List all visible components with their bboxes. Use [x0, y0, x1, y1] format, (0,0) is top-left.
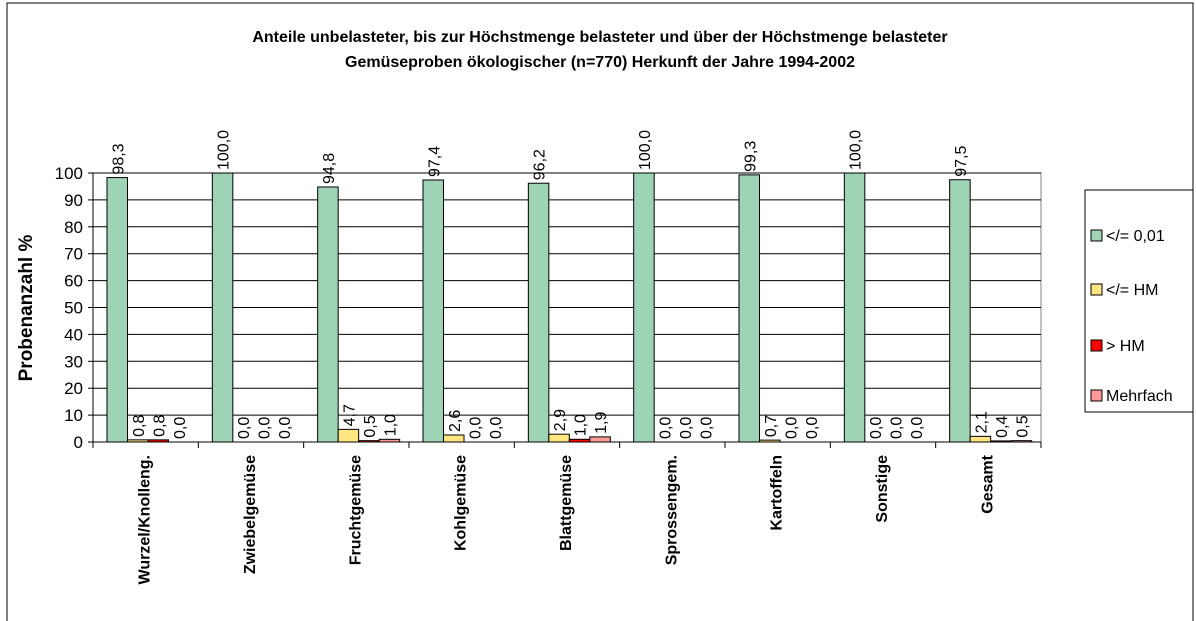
- y-tick-label: 0: [74, 433, 83, 452]
- value-label: 0,0: [467, 417, 484, 439]
- y-tick-label: 10: [64, 406, 83, 425]
- bar: [527, 182, 550, 443]
- bar: [990, 440, 1012, 443]
- value-label: 0,5: [1014, 415, 1031, 437]
- bar: [337, 428, 360, 443]
- y-tick-label: 80: [64, 218, 83, 237]
- x-tick-label: Zwiebelgemüse: [242, 455, 259, 574]
- value-label: 0,0: [236, 417, 253, 439]
- legend-swatch: [1090, 283, 1103, 296]
- bar: [738, 174, 760, 443]
- x-tick-label: Fruchtgemüse: [347, 455, 364, 565]
- bar: [633, 172, 655, 443]
- x-tick-label: Blattgemüse: [558, 455, 575, 551]
- value-label: 96,2: [532, 149, 549, 180]
- value-label: 1,0: [573, 414, 590, 436]
- bar: [589, 436, 611, 443]
- value-label: 0,0: [277, 417, 294, 439]
- x-tick-label: Gesamt: [979, 454, 996, 513]
- bar: [949, 179, 971, 443]
- bar: [1010, 440, 1033, 443]
- legend-swatch: [1090, 339, 1103, 352]
- y-tick-label: 60: [64, 272, 83, 291]
- value-label: 0,0: [868, 417, 885, 439]
- y-tick-label: 40: [64, 325, 83, 344]
- chart-title: Anteile unbelasteter, bis zur Höchstmeng…: [252, 29, 947, 46]
- bar: [317, 186, 339, 443]
- value-label: 4,7: [341, 404, 358, 426]
- legend-swatch: [1090, 229, 1103, 242]
- y-tick-label: 30: [64, 352, 83, 371]
- value-label: 2,9: [552, 409, 569, 431]
- y-axis-title: Probenanzahl %: [16, 235, 37, 382]
- legend-label: </= HM: [1106, 282, 1158, 299]
- value-label: 98,3: [110, 143, 127, 174]
- bar: [211, 172, 234, 443]
- value-label: 0,0: [889, 417, 906, 439]
- bar: [443, 434, 465, 443]
- bar: [422, 179, 444, 443]
- x-tick-label: Sprossengem.: [663, 455, 680, 565]
- value-label: 100,0: [216, 130, 233, 170]
- x-tick-label: Wurzel/Knolleng.: [137, 455, 154, 584]
- value-label: 97,5: [953, 145, 970, 176]
- legend-label: Mehrfach: [1106, 388, 1173, 405]
- value-label: 2,1: [973, 411, 990, 433]
- value-label: 97,4: [426, 146, 443, 177]
- bar: [106, 177, 128, 443]
- value-label: 0,4: [994, 416, 1011, 438]
- bar: [568, 438, 591, 443]
- value-label: 94,8: [321, 153, 338, 184]
- value-label: 1,0: [382, 414, 399, 436]
- y-tick-label: 20: [64, 379, 83, 398]
- value-label: 0,0: [698, 417, 715, 439]
- x-tick-label: Sonstige: [874, 455, 891, 523]
- chart-title: Gemüseproben ökologischer (n=770) Herkun…: [345, 54, 855, 71]
- legend-label: > HM: [1106, 338, 1145, 355]
- bar: [147, 439, 169, 443]
- value-label: 100,0: [637, 130, 654, 170]
- bar: [548, 433, 570, 443]
- value-label: 2,6: [447, 410, 464, 432]
- value-label: 0,0: [657, 417, 674, 439]
- legend-label: </= 0,01: [1106, 228, 1165, 245]
- x-tick-label: Kohlgemüse: [453, 455, 470, 551]
- y-tick-label: 100: [55, 164, 83, 183]
- legend: [1084, 189, 1194, 413]
- bar: [843, 172, 866, 443]
- bar: [378, 438, 401, 443]
- value-label: 0,0: [257, 417, 274, 439]
- value-label: 0,8: [131, 415, 148, 437]
- y-tick-label: 50: [64, 299, 83, 318]
- value-label: 0,8: [151, 415, 168, 437]
- value-label: 0,7: [763, 415, 780, 437]
- value-label: 0,5: [362, 415, 379, 437]
- value-label: 0,0: [783, 417, 800, 439]
- value-label: 0,0: [172, 417, 189, 439]
- value-label: 1,9: [593, 412, 610, 434]
- value-label: 0,0: [804, 417, 821, 439]
- legend-swatch: [1090, 389, 1103, 402]
- value-label: 0,0: [488, 417, 505, 439]
- bar: [358, 440, 380, 443]
- x-tick-label: Kartoffeln: [769, 455, 786, 531]
- value-label: 100,0: [848, 130, 865, 170]
- bar: [759, 439, 781, 443]
- y-tick-label: 70: [64, 245, 83, 264]
- value-label: 0,0: [909, 417, 926, 439]
- value-label: 99,3: [742, 141, 759, 172]
- bar: [969, 435, 992, 443]
- y-tick-label: 90: [64, 191, 83, 210]
- value-label: 0,0: [678, 417, 695, 439]
- bar: [127, 439, 149, 443]
